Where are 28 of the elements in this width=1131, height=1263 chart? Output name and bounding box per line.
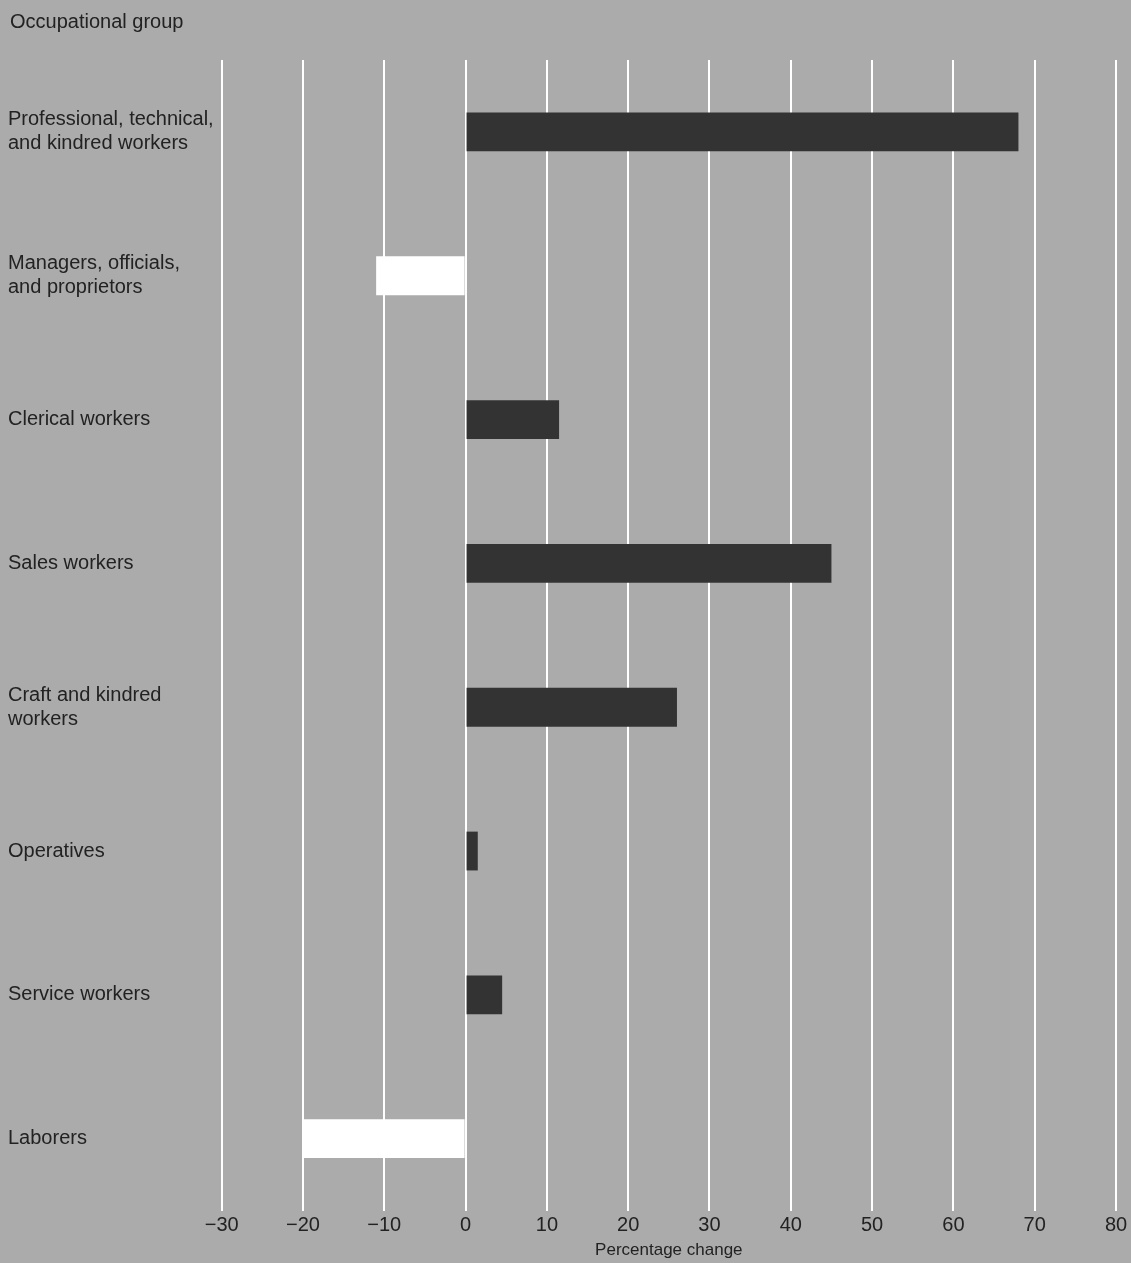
bar	[466, 975, 503, 1015]
y-tick-label: Service workers	[8, 982, 151, 1005]
y-tick-label: Laborers	[8, 1126, 87, 1149]
y-tick-label: Operatives	[8, 838, 105, 861]
y-tick-label: Clerical workers	[8, 407, 151, 430]
x-tick-label: 70	[1023, 1213, 1046, 1236]
y-tick-label: Sales workers	[8, 550, 134, 573]
x-tick-label: 30	[698, 1213, 721, 1236]
bar	[466, 543, 832, 583]
x-axis-title: Percentage change	[595, 1240, 743, 1260]
x-tick-label: 50	[860, 1213, 884, 1236]
x-tick-label: 80	[1104, 1213, 1128, 1236]
x-tick-label: 10	[535, 1213, 558, 1236]
x-tick-label: −30	[204, 1213, 239, 1236]
x-tick-label: 40	[779, 1213, 802, 1236]
y-axis-title: Occupational group	[10, 10, 184, 33]
bar	[466, 831, 478, 871]
y-tick-label: Managers, officials, and proprietors	[8, 251, 180, 298]
x-tick-label: 20	[617, 1213, 640, 1236]
x-tick-label: −20	[286, 1213, 320, 1236]
x-tick-label: 0	[460, 1213, 472, 1236]
bar	[466, 687, 677, 727]
y-tick-label: Professional, technical, and kindred workers	[8, 107, 214, 154]
bar	[466, 400, 560, 439]
x-tick-label: 60	[942, 1213, 965, 1236]
bar	[466, 112, 1019, 152]
y-tick-label: Craft and kindred workers	[7, 682, 162, 729]
x-tick-label: −10	[367, 1213, 402, 1236]
